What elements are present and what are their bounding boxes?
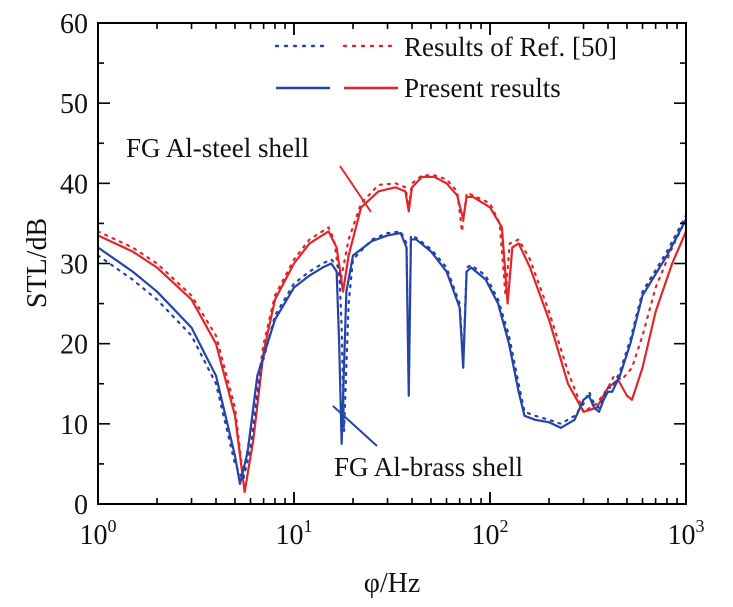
- legend-entry-ref: Results of Ref. [50]: [404, 32, 617, 62]
- series-steel-dotted: [98, 174, 686, 478]
- y-tick-label: 60: [60, 9, 88, 40]
- x-axis-label: φ/Hz: [364, 568, 421, 599]
- annotation-steel: FG Al-steel shell: [126, 133, 309, 163]
- plot-frame: [97, 22, 687, 505]
- y-axis-label: STL/dB: [22, 218, 53, 308]
- x-tick-label: 101: [276, 516, 313, 551]
- annotation-brass-arrow: [332, 405, 378, 447]
- y-tick-label: 40: [60, 169, 88, 200]
- y-tick-label: 30: [60, 250, 88, 281]
- series-brass-solid: [98, 218, 686, 486]
- x-tick-label: 102: [472, 516, 509, 551]
- y-tick-label: 10: [60, 410, 88, 441]
- series-brass-dotted: [98, 214, 686, 482]
- x-tick-label: 100: [80, 516, 117, 551]
- legend: Results of Ref. [50] Present results: [274, 32, 617, 103]
- y-tick-label: 50: [60, 89, 88, 120]
- series-layer: [98, 174, 686, 494]
- x-tick-label: 103: [668, 516, 705, 551]
- labels-layer: 0 10 20 30 40 50 60 100 101 102 103: [60, 9, 705, 551]
- ticks-layer: [97, 22, 687, 505]
- series-steel-solid: [98, 175, 686, 494]
- y-tick-label: 0: [74, 490, 88, 521]
- y-tick-label: 20: [60, 330, 88, 361]
- legend-entry-present: Present results: [404, 73, 561, 103]
- annotation-steel-arrow: [339, 165, 372, 213]
- annotation-brass: FG Al-brass shell: [334, 452, 523, 482]
